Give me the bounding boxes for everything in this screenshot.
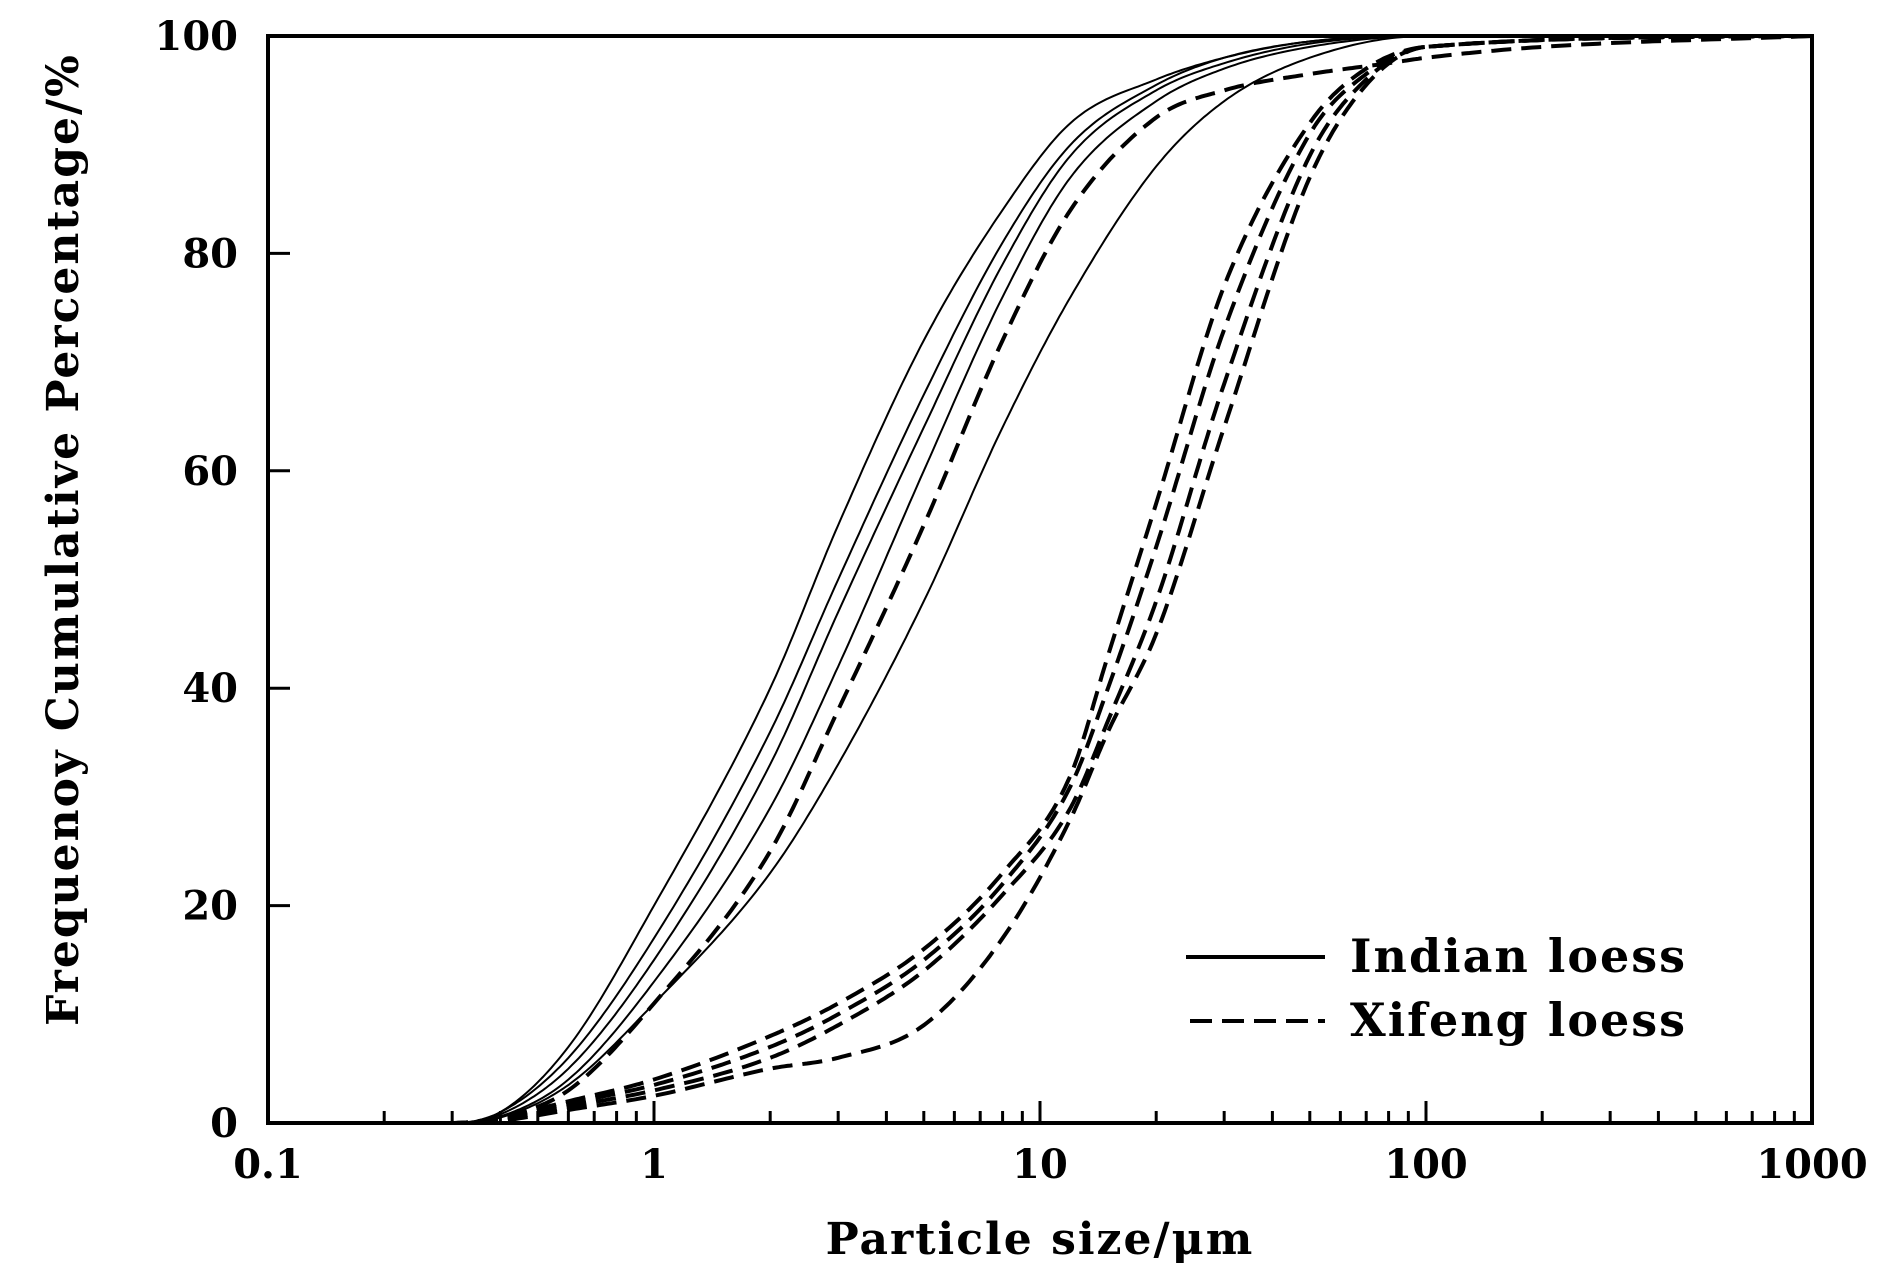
x-tick-label: 10 — [1012, 1141, 1068, 1188]
xifeng-loess-curve-9 — [268, 34, 1813, 1125]
indian-loess-curve-3 — [268, 35, 1812, 1124]
xifeng-loess-curve-8 — [268, 34, 1813, 1125]
x-tick-label: 1 — [640, 1141, 668, 1188]
axis-ticks — [266, 34, 1814, 1125]
legend-label-xifeng-loess: Xifeng loess — [1350, 993, 1687, 1047]
x-tick-label: 1000 — [1756, 1141, 1867, 1188]
x-tick-label: 100 — [1384, 1141, 1468, 1188]
indian-loess-curve-4 — [268, 35, 1812, 1124]
y-tick-label: 60 — [182, 448, 238, 495]
y-tick-label: 40 — [182, 665, 238, 712]
y-tick-label: 20 — [182, 883, 238, 930]
indian-loess-curve-2 — [268, 35, 1812, 1124]
series-lines — [268, 34, 1813, 1125]
x-axis-title: Particle size/μm — [826, 1214, 1255, 1265]
x-tick-label: 0.1 — [233, 1141, 303, 1188]
y-axis-title: Frequenoy Cumulative Percentage/% — [38, 53, 89, 1026]
xifeng-loess-curve-7 — [268, 34, 1813, 1125]
y-tick-label: 100 — [155, 13, 239, 60]
y-tick-label: 80 — [182, 230, 238, 277]
legend-label-indian-loess: Indian loess — [1350, 929, 1687, 983]
xifeng-loess-curve-10 — [268, 34, 1813, 1125]
y-tick-label: 0 — [210, 1100, 238, 1147]
tick-labels: 0.1 1 10 100 1000 0 20 40 60 80 100 — [155, 13, 1868, 1188]
legend: Indian loess Xifeng loess — [1186, 929, 1687, 1047]
